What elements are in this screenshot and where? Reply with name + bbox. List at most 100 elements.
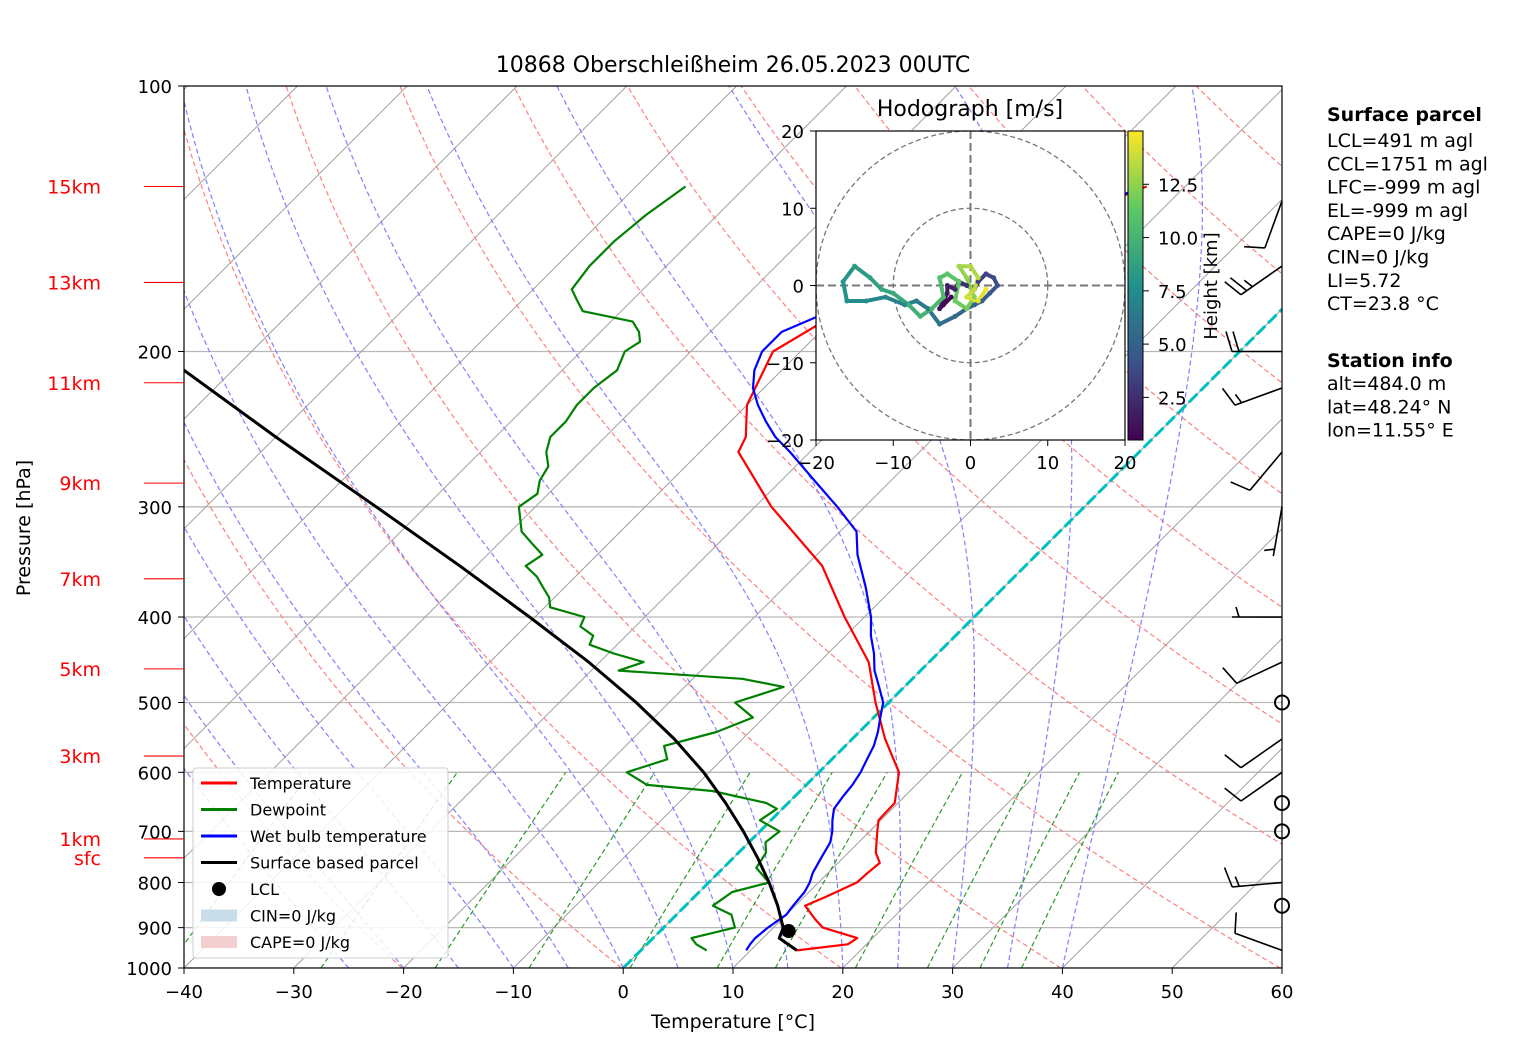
hodograph-point bbox=[964, 275, 970, 281]
hodograph-y-tick-label: −20 bbox=[766, 431, 804, 452]
legend-swatch bbox=[201, 909, 237, 922]
surface-parcel-line: CT=23.8 °C bbox=[1327, 293, 1439, 315]
wind-barb bbox=[1224, 771, 1283, 802]
hodograph-segment bbox=[929, 295, 946, 311]
dry-adiabat-line bbox=[184, 127, 842, 968]
height-label: 11km bbox=[47, 373, 101, 395]
isotherm-line bbox=[184, 86, 628, 530]
hodograph-point bbox=[937, 306, 943, 312]
surface-parcel-line: EL=-999 m agl bbox=[1327, 200, 1468, 222]
isotherm-line bbox=[842, 528, 1282, 968]
colorbar-tick-label: 10.0 bbox=[1158, 229, 1198, 250]
hodograph-point bbox=[867, 275, 873, 281]
wind-barb bbox=[1244, 200, 1283, 249]
surface-parcel-line: LCL=491 m agl bbox=[1327, 130, 1473, 152]
hodograph-point bbox=[944, 271, 950, 277]
legend-swatch bbox=[201, 936, 237, 948]
hodograph-x-tick-label: −10 bbox=[874, 453, 912, 474]
wind-barb bbox=[1221, 387, 1283, 406]
hodograph-point bbox=[937, 275, 943, 281]
x-tick-label: −40 bbox=[165, 982, 203, 1003]
y-tick-label: 400 bbox=[138, 608, 172, 629]
x-tick-label: 60 bbox=[1271, 982, 1294, 1003]
moist-adiabat-line bbox=[556, 86, 902, 968]
isotherm-line bbox=[184, 86, 518, 420]
height-label: 7km bbox=[59, 569, 101, 591]
x-tick-label: −10 bbox=[494, 982, 532, 1003]
hodograph-x-tick-label: 0 bbox=[965, 453, 976, 474]
hodograph-point bbox=[975, 275, 981, 281]
hodograph-point bbox=[852, 263, 858, 269]
hodograph-segment bbox=[964, 275, 977, 300]
hodograph-point bbox=[844, 298, 850, 304]
moist-adiabat-line bbox=[184, 614, 459, 968]
x-tick-label: −30 bbox=[275, 982, 313, 1003]
hodograph-y-tick-label: 20 bbox=[781, 122, 804, 143]
moist-adiabat-line bbox=[954, 86, 1073, 968]
legend-swatch bbox=[212, 882, 226, 896]
wind-barb bbox=[1224, 738, 1283, 769]
y-tick-label: 1000 bbox=[126, 959, 172, 980]
isotherm-line bbox=[184, 86, 408, 310]
station-info-line: lat=48.24° N bbox=[1327, 396, 1451, 418]
wind-barb bbox=[1223, 867, 1283, 888]
height-label: 5km bbox=[59, 659, 101, 681]
hodograph-point bbox=[983, 286, 989, 292]
isotherm-line bbox=[513, 198, 1282, 968]
hodograph-segment bbox=[937, 314, 958, 327]
isotherm-line bbox=[1062, 747, 1282, 968]
station-info-line: lon=11.55° E bbox=[1327, 420, 1454, 442]
hodograph-point bbox=[987, 290, 993, 296]
hodograph-segment bbox=[953, 279, 961, 303]
temperature-line bbox=[737, 185, 1148, 952]
hodograph-point bbox=[840, 279, 846, 285]
moist-adiabat-line bbox=[426, 86, 844, 968]
isotherm-line bbox=[622, 308, 1282, 968]
station-info-line: alt=484.0 m bbox=[1327, 373, 1446, 395]
hodograph-point bbox=[902, 302, 908, 308]
y-tick-label: 600 bbox=[138, 763, 172, 784]
hodograph-point bbox=[952, 286, 958, 292]
y-tick-label: 700 bbox=[138, 822, 172, 843]
wind-barb bbox=[1225, 331, 1283, 353]
hodograph-title: Hodograph [m/s] bbox=[877, 97, 1063, 122]
wind-barb bbox=[1231, 606, 1283, 618]
hodograph-point bbox=[979, 298, 985, 304]
hodograph-point bbox=[995, 283, 1001, 288]
legend: Temperature Dewpoint Wet bulb temperature S… bbox=[192, 767, 449, 959]
hodograph-point bbox=[890, 290, 896, 296]
hodograph-point bbox=[925, 306, 931, 312]
surface-parcel-line: CIN=0 J/kg bbox=[1327, 247, 1429, 269]
x-tick-label: 40 bbox=[1051, 982, 1074, 1003]
colorbar-tick-label: 2.5 bbox=[1158, 388, 1187, 409]
colorbar-ticks: 2.5 5.0 7.5 10.0 12.5 bbox=[1143, 175, 1198, 409]
wind-barb bbox=[1234, 912, 1283, 952]
surface-parcel-line: LI=5.72 bbox=[1327, 270, 1401, 292]
x-tick-label: −20 bbox=[385, 982, 423, 1003]
mixing-ratio-line bbox=[528, 771, 656, 968]
wind-barb-calm bbox=[1274, 897, 1290, 914]
hodograph-point bbox=[968, 263, 973, 269]
wind-barb bbox=[1224, 265, 1283, 296]
isotherm-line bbox=[732, 418, 1282, 968]
legend-label: Surface based parcel bbox=[250, 854, 419, 873]
height-label: 13km bbox=[47, 272, 101, 294]
hodograph-y-tick-label: −10 bbox=[766, 354, 804, 375]
height-label: 15km bbox=[47, 176, 101, 198]
colorbar-tick-label: 12.5 bbox=[1158, 175, 1198, 196]
mixing-ratio-line bbox=[774, 771, 888, 968]
colorbar-tick-label: 5.0 bbox=[1158, 335, 1187, 356]
hodograph-point bbox=[883, 294, 889, 300]
mixing-ratio-line bbox=[434, 771, 567, 968]
mixing-ratio-line bbox=[926, 772, 1031, 968]
hodograph-point bbox=[929, 306, 935, 312]
legend-label: Dewpoint bbox=[250, 801, 326, 820]
hodograph-point bbox=[952, 313, 958, 319]
profile-lines bbox=[184, 185, 1148, 952]
hodograph-x-tick-label: −20 bbox=[797, 453, 835, 474]
y-tick-label: 100 bbox=[138, 77, 172, 98]
wind-barb bbox=[1264, 506, 1283, 557]
